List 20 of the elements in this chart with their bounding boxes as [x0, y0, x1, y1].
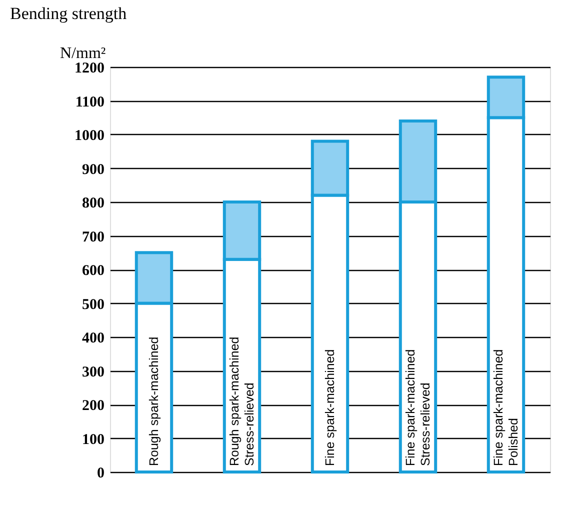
y-tick-label: 100 [82, 432, 104, 448]
chart-title: Bending strength [10, 4, 128, 23]
y-tick-label: 1000 [74, 128, 104, 144]
y-tick-label: 700 [82, 229, 104, 246]
y-tick-label: 600 [82, 263, 104, 279]
x-tick-label: Fine spark-machined [323, 349, 337, 466]
y-tick-label: 400 [82, 330, 104, 346]
y-tick-label: 1100 [75, 94, 104, 110]
y-tick-label: 300 [82, 364, 104, 380]
y-tick-label: 500 [82, 296, 104, 313]
y-tick-label: 800 [82, 196, 104, 212]
x-tick-label: Rough spark-machined [147, 336, 161, 466]
y-tick-label: 0 [97, 466, 104, 482]
x-tick-label: Rough spark-machined Stress-relieved [228, 336, 256, 466]
y-axis-title: N/mm² [60, 45, 106, 62]
y-tick-label: 200 [82, 398, 104, 414]
y-tick-label: 1200 [74, 60, 104, 76]
x-tick-label: Fine spark-machined Stress-relieved [404, 349, 432, 466]
x-tick-label: Fine spark-machined Polished [492, 349, 520, 466]
y-tick-label: 900 [82, 162, 104, 178]
